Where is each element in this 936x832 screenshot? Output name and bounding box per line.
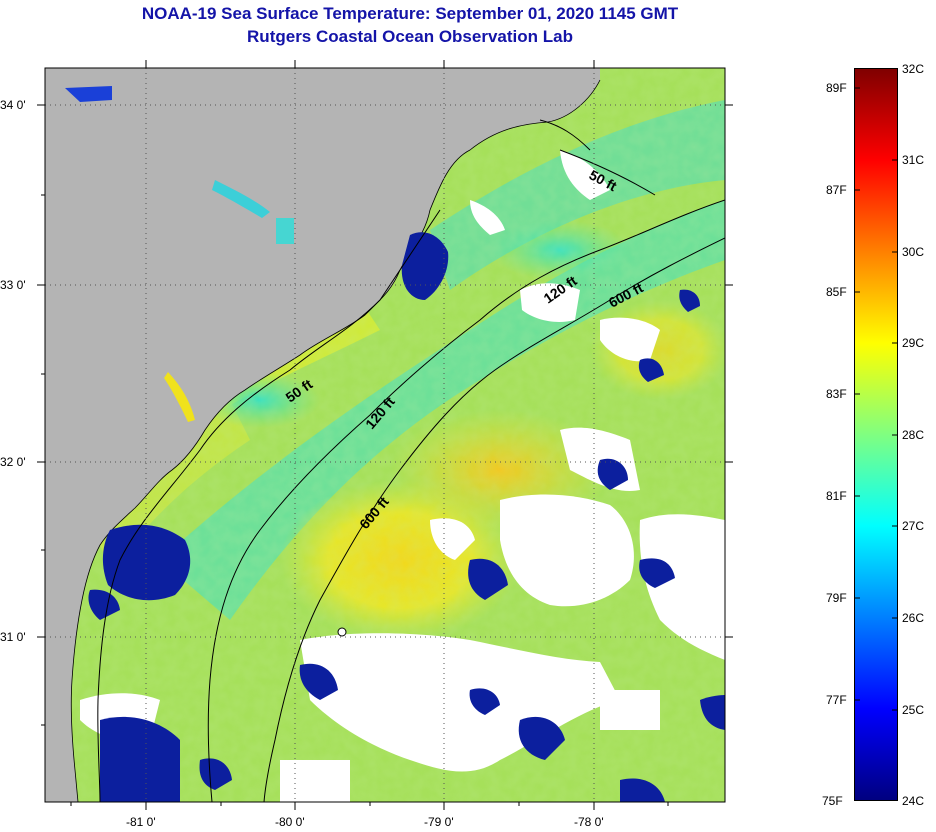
- lat-tick-label: 34 0': [0, 98, 26, 112]
- graticule: [45, 68, 725, 802]
- colorbar-f-label: 75F: [822, 794, 843, 808]
- colorbar-c-label: 31C: [902, 153, 925, 167]
- colorbar-c-label: 29C: [902, 336, 925, 350]
- lat-tick-label: 31 0': [0, 630, 26, 644]
- colorbar-c-label: 26C: [902, 611, 925, 625]
- contour-50ft: [539, 119, 656, 196]
- colorbar-c-label: 24C: [902, 794, 925, 808]
- colorbar-f-label: 79F: [826, 591, 847, 605]
- colorbar-c-label: 32C: [902, 62, 925, 76]
- lon-tick-label: -78 0': [574, 815, 604, 829]
- colorbar-f-label: 83F: [826, 387, 847, 401]
- map-image: 50 ft 50 ft 120 ft 120 ft 600 ft 600 ft: [45, 68, 725, 802]
- lon-tick-label: -79 0': [424, 815, 454, 829]
- map-subtitle: Rutgers Coastal Ocean Observation Lab: [247, 27, 573, 46]
- lat-tick-label: 32 0': [0, 455, 26, 469]
- colorbar-f-label: 87F: [826, 183, 847, 197]
- colorbar-c-label: 25C: [902, 703, 925, 717]
- contour-120ft: [207, 199, 725, 802]
- isobath-contours: [97, 119, 725, 802]
- colorbar-f-label: 89F: [826, 81, 847, 95]
- colorbar-c-label: 27C: [902, 519, 925, 533]
- lon-tick-label: -81 0': [126, 815, 156, 829]
- map-title: NOAA-19 Sea Surface Temperature: Septemb…: [141, 4, 679, 23]
- map-frame: [44, 67, 726, 803]
- cold-patches: [88, 232, 725, 802]
- colorbar-c-label: 30C: [902, 245, 925, 259]
- contour-600ft: [263, 237, 725, 802]
- colorbar-f-label: 81F: [826, 489, 847, 503]
- colorbar-f-label: 77F: [826, 693, 847, 707]
- colorbar-c-label: 28C: [902, 428, 925, 442]
- land-area: [45, 68, 600, 802]
- contour-50ft-south: [97, 209, 441, 802]
- lon-tick-label: -80 0': [275, 815, 305, 829]
- temperature-colorbar: [854, 68, 898, 801]
- colorbar-f-label: 85F: [826, 285, 847, 299]
- lat-tick-label: 33 0': [0, 278, 26, 292]
- map-ticks: [37, 60, 733, 810]
